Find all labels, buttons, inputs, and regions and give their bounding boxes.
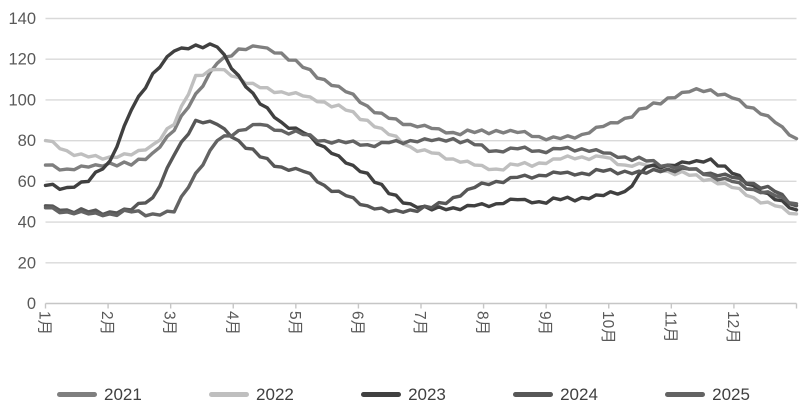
legend-item-2025: 2025 — [665, 386, 750, 403]
y-axis-tick-label: 20 — [18, 254, 36, 272]
series-line-2021 — [43, 44, 799, 172]
x-axis-tick-label: 9月 — [536, 311, 553, 335]
legend-line-icon-2024 — [513, 392, 554, 397]
legend-item-2024: 2024 — [513, 386, 598, 403]
legend-line-icon-2021 — [57, 392, 97, 397]
x-axis-tick-label: 8月 — [474, 311, 491, 335]
y-axis-tick-label: 0 — [27, 295, 36, 313]
x-axis-tick-label: 4月 — [223, 311, 240, 335]
y-axis-tick-label: 100 — [8, 91, 36, 109]
x-axis-labels: 1月 2月 3月 4月 5月 6月 7月 8月 9月 10月 11月 12月 — [36, 311, 741, 344]
legend-label-2023: 2023 — [408, 385, 446, 404]
legend-line-icon-2022 — [209, 392, 250, 397]
y-axis-tick-label: 120 — [8, 51, 36, 69]
y-axis-tick-label: 80 — [18, 132, 36, 150]
series-line-2022 — [43, 67, 799, 216]
x-axis — [44, 302, 798, 309]
x-axis-tick-label: 7月 — [411, 311, 428, 335]
legend-label-2024: 2024 — [560, 385, 598, 404]
x-axis-tick-label: 11月 — [661, 311, 678, 343]
series-lines — [43, 42, 799, 218]
x-axis-tick-label: 5月 — [286, 311, 303, 335]
series-line-2024 — [43, 118, 799, 217]
legend-item-2021: 2021 — [57, 386, 142, 403]
y-axis-tick-label: 40 — [18, 214, 36, 232]
x-axis-tick-label: 1月 — [36, 311, 53, 335]
series-line-2025 — [43, 122, 799, 218]
legend-label-2021: 2021 — [104, 385, 142, 404]
y-axis-tick-label: 140 — [8, 10, 36, 28]
x-axis-tick-label: 3月 — [161, 311, 178, 335]
x-axis-tick-label: 12月 — [724, 311, 741, 344]
legend-label-2022: 2022 — [256, 385, 294, 404]
y-axis-tick-label: 60 — [18, 173, 36, 191]
chart-legend: 2021 2022 2023 2024 2025 — [0, 386, 802, 403]
legend-label-2025: 2025 — [712, 385, 750, 404]
x-axis-tick-label: 2月 — [98, 311, 115, 335]
x-axis-tick-label: 6月 — [348, 311, 365, 335]
x-axis-tick-label: 10月 — [599, 311, 616, 344]
y-axis-labels: 0 20 40 60 80 100 120 140 — [8, 10, 36, 313]
legend-item-2022: 2022 — [209, 386, 294, 403]
legend-item-2023: 2023 — [361, 386, 446, 403]
gridlines — [45, 17, 797, 264]
legend-line-icon-2023 — [361, 392, 402, 397]
legend-line-icon-2025 — [665, 392, 706, 397]
